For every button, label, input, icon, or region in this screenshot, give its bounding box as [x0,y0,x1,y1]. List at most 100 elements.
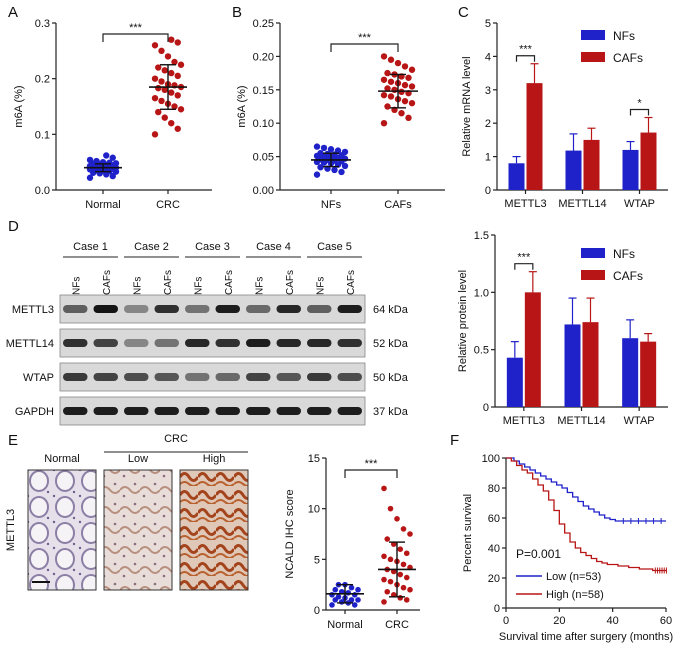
blot-lane-label: CAFs [163,270,174,295]
blot-kda-label: 37 kDa [373,406,409,418]
panel-A-y-tick-label: 0.0 [35,185,50,197]
panel-B-data-point [401,63,409,70]
blot-band [337,339,362,347]
panel-E-sig-bracket [344,469,398,478]
ihc-image-low [103,469,173,591]
panel-F-x-tick-label: 60 [660,615,672,627]
panel-E-data-point [407,531,413,537]
panel-A-data-point [109,172,116,180]
panel-E-data-point [403,597,410,603]
panel-B-data-point [391,86,398,94]
panel-E-data-point [345,589,352,596]
panel-E-x-tick-label: CRC [385,619,409,631]
blot-kda-label: 50 kDa [373,372,409,384]
blot-band [276,407,301,415]
panel-D-legend-swatch [581,270,605,280]
panel-B-data-point [387,56,395,63]
panel-D-x-tick-label: METTL14 [557,415,605,427]
panel-E-y-tick-label: 10 [308,504,320,516]
blot-band [154,373,179,381]
panel-E-data-point [397,546,404,552]
panel-F-y-tick-label: 20 [488,573,500,585]
panel-E-data-point [394,516,400,522]
panel-B-data-point [334,147,342,154]
panel-C-bar [526,83,543,190]
panel-E-data-point [387,556,394,563]
panel-B-data-point [380,120,388,127]
panel-E-data-point [355,597,361,603]
ihc-image-high [179,469,249,591]
panel-A-data-point [155,64,162,71]
blot-band [93,407,118,415]
panel-D-bar [564,324,581,407]
panel-A-data-point [168,36,175,43]
panel-label-e: E [8,432,19,449]
panel-E-data-point [381,599,387,605]
panel-A-data-point [151,42,159,49]
panel-D-y-tick-label: 0.5 [474,345,489,357]
blot-lane-label: CAFs [224,270,235,295]
panel-E-data-point [381,553,387,560]
panel-E-data-point [335,594,342,600]
blot-band [215,373,240,381]
panel-B-data-point [338,168,345,176]
panel-B-data-point [384,85,391,92]
panel-B-data-point [387,78,395,85]
panel-C-x-tick-label: METTL14 [558,198,606,210]
blot-kda-label: 52 kDa [373,338,409,350]
panel-B-y-tick-label: 0.05 [253,152,274,164]
panel-B-y-label: m6A (%) [236,85,248,127]
panel-F-legend-label: Low (n=53) [546,571,601,583]
panel-E-data-point [351,602,358,608]
panel-A-data-point [158,97,165,105]
panel-D-sig-bracket [514,263,534,270]
panel-A-data-point [171,58,178,66]
panel-A-data-point [161,67,168,74]
panel-D-bar [506,357,523,407]
blot-band [154,407,179,415]
panel-D-y-tick-label: 1.5 [474,230,489,242]
panel-C-y-tick-label: 3 [485,85,491,97]
panel-F-p-value: P=0.001 [516,547,561,561]
panel-F-y-tick-label: 100 [482,453,500,465]
panel-E-data-point [351,592,358,598]
panel-A-data-point [174,72,181,80]
blot-band [246,407,271,415]
panel-F-legend-label: High (n=58) [546,589,604,601]
panel-E-data-point [397,571,404,578]
blot-lane-label: CAFs [102,270,113,295]
panel-A-data-point [155,84,162,92]
panel-A-data-point [177,106,185,113]
panel-E-data-point [400,584,407,591]
panel-label-f: F [450,432,460,449]
panel-B-sig-bracket [330,43,399,52]
panel-A-sig-bracket [102,33,169,42]
panel-B-y-tick-label: 0.00 [253,185,274,197]
blot-lane-label: CAFs [346,270,357,295]
panel-E-y-tick-label: 0 [314,605,320,617]
blot-band [93,305,118,313]
panel-C-sig-bracket [629,108,650,116]
panel-A-data-point [155,108,162,116]
panel-A-data-point [164,53,172,60]
blot-band [246,339,271,347]
blot-band [307,339,332,347]
panel-label-c: C [458,4,469,21]
panel-A-data-point [151,94,159,102]
blot-protein-label: WTAP [23,372,54,384]
panel-E-data-point [348,584,355,591]
blot-band [124,339,149,347]
panel-F-y-label: Percent survival [462,494,474,572]
blot-band [276,305,301,313]
panel-E-data-point [384,588,391,595]
ihc-image-normal [27,469,97,591]
panel-F-x-label: Survival time after surgery (months) [499,631,673,643]
blot-lane-label: NFs [254,277,265,295]
panel-D-x-tick-label: METTL3 [503,415,545,427]
blot-protein-label: METTL3 [12,304,54,316]
panel-B-data-point [313,143,321,150]
panel-C-legend-label: CAFs [613,51,643,65]
panel-A-data-point [174,92,181,99]
blot-band [154,339,179,347]
panel-F-x-tick-label: 20 [553,615,565,627]
